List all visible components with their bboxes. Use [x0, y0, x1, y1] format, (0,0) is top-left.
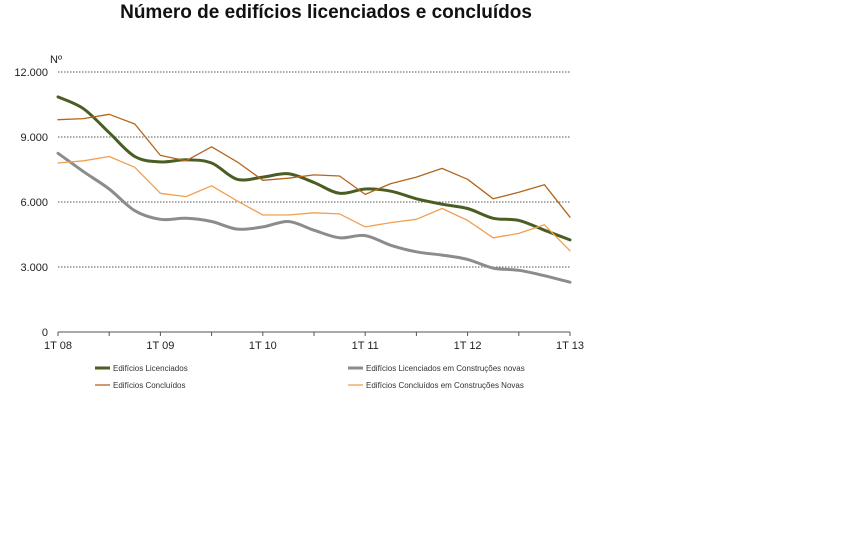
series-licenciados-construcoes-novas-line — [56, 151, 572, 284]
x-tick-label: 1T 08 — [44, 340, 72, 352]
series-layer — [56, 95, 572, 284]
y-tick-label: 6.000 — [20, 197, 48, 209]
x-tick-label: 1T 13 — [556, 340, 584, 352]
legend-label: Edifícios Concluídos — [113, 381, 185, 390]
y-axis-unit-label: Nº — [50, 54, 62, 66]
y-tick-label: 3.000 — [20, 262, 48, 274]
legend-label: Edifícios Concluídos em Construções Nova… — [366, 381, 524, 390]
legend-item-licenciados: Edifícios Licenciados — [95, 364, 188, 373]
y-tick-label: 12.000 — [14, 67, 48, 79]
y-tick-label: 0 — [42, 327, 48, 339]
legend-label: Edifícios Licenciados — [113, 364, 188, 373]
legend-label: Edifícios Licenciados em Construções nov… — [366, 364, 525, 373]
legend-item-concluidos-construcoes-novas: Edifícios Concluídos em Construções Nova… — [348, 381, 524, 390]
x-tick-label: 1T 11 — [352, 340, 379, 352]
series-concluidos-construcoes-novas-line — [57, 155, 571, 252]
legend-item-concluidos: Edifícios Concluídos — [95, 381, 185, 390]
series-concluidos-line — [57, 113, 571, 218]
legend-item-licenciados-construcoes-novas: Edifícios Licenciados em Construções nov… — [348, 364, 525, 373]
x-tick-label: 1T 09 — [146, 340, 174, 352]
y-tick-label: 9.000 — [20, 132, 48, 144]
series-licenciados-line — [56, 95, 572, 242]
x-tick-label: 1T 12 — [454, 340, 482, 352]
axis-layer: Nº 0 3.000 6.000 9.000 12.000 1T 08 1T 09 1T 10 1… — [14, 54, 584, 352]
chart-title: Número de edifícios licenciados e conclu… — [120, 2, 532, 23]
legend-layer: Edifícios Licenciados Edifícios Licenciad… — [95, 364, 525, 390]
x-tick-label: 1T 10 — [249, 340, 277, 352]
